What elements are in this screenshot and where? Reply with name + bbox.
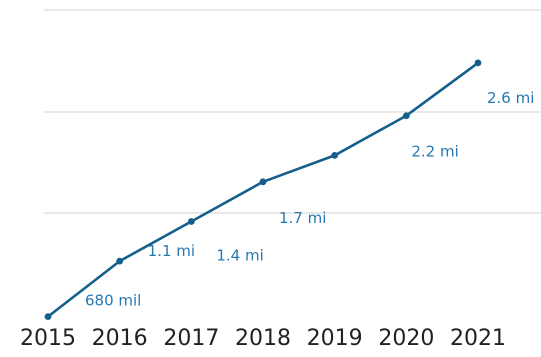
data-label-2015: 680 mil <box>85 292 141 310</box>
data-point-2017 <box>187 218 195 225</box>
x-tick-label-2018: 2018 <box>235 326 291 351</box>
data-label-2016: 1.1 mi <box>148 242 195 260</box>
data-point-2019 <box>331 151 339 159</box>
data-label-2017: 1.4 mi <box>216 246 263 264</box>
data-label-2021: 2.6 mi <box>487 89 534 107</box>
x-tick-label-2017: 2017 <box>163 326 219 351</box>
x-tick-label-2021: 2021 <box>450 326 506 351</box>
x-tick-label-2016: 2016 <box>92 326 148 351</box>
data-label-2018: 1.7 mi <box>279 209 326 227</box>
x-tick-label-2019: 2019 <box>307 326 363 351</box>
series-line <box>47 61 479 318</box>
data-point-2018 <box>259 178 267 186</box>
data-point-2015 <box>44 313 52 321</box>
x-tick-label-2015: 2015 <box>20 326 76 351</box>
data-point-2016 <box>116 257 124 265</box>
data-point-2020 <box>402 112 410 120</box>
x-tick-label-2020: 2020 <box>378 326 434 351</box>
data-point-2021 <box>474 59 482 67</box>
data-label-2020: 2.2 mi <box>411 143 458 161</box>
